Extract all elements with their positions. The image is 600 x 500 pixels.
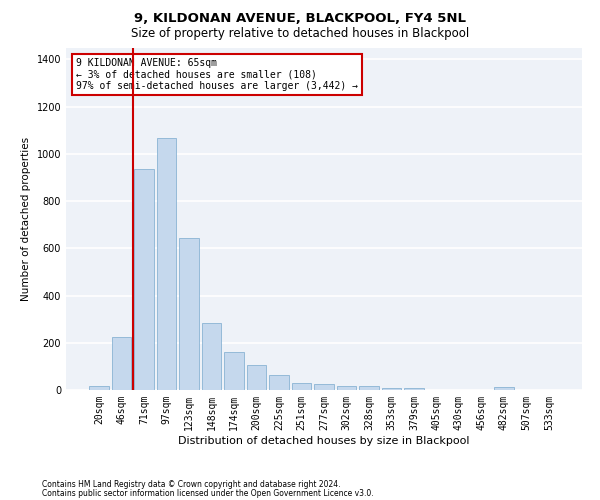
Text: Size of property relative to detached houses in Blackpool: Size of property relative to detached ho… [131, 28, 469, 40]
Bar [179, 238, 199, 390]
Text: Contains HM Land Registry data © Crown copyright and database right 2024.: Contains HM Land Registry data © Crown c… [42, 480, 341, 489]
Bar [247, 365, 266, 390]
Bar [314, 384, 334, 390]
Bar [157, 138, 176, 390]
Bar [89, 386, 109, 390]
Bar [359, 386, 379, 390]
Text: 9 KILDONAN AVENUE: 65sqm
← 3% of detached houses are smaller (108)
97% of semi-d: 9 KILDONAN AVENUE: 65sqm ← 3% of detache… [76, 58, 358, 91]
X-axis label: Distribution of detached houses by size in Blackpool: Distribution of detached houses by size … [178, 436, 470, 446]
Bar [112, 337, 131, 390]
Bar [382, 388, 401, 390]
Y-axis label: Number of detached properties: Number of detached properties [21, 136, 31, 301]
Bar [134, 169, 154, 390]
Text: 9, KILDONAN AVENUE, BLACKPOOL, FY4 5NL: 9, KILDONAN AVENUE, BLACKPOOL, FY4 5NL [134, 12, 466, 26]
Text: Contains public sector information licensed under the Open Government Licence v3: Contains public sector information licen… [42, 488, 374, 498]
Bar [404, 388, 424, 390]
Bar [224, 352, 244, 390]
Bar [494, 387, 514, 390]
Bar [292, 383, 311, 390]
Bar [202, 322, 221, 390]
Bar [337, 386, 356, 390]
Bar [269, 374, 289, 390]
